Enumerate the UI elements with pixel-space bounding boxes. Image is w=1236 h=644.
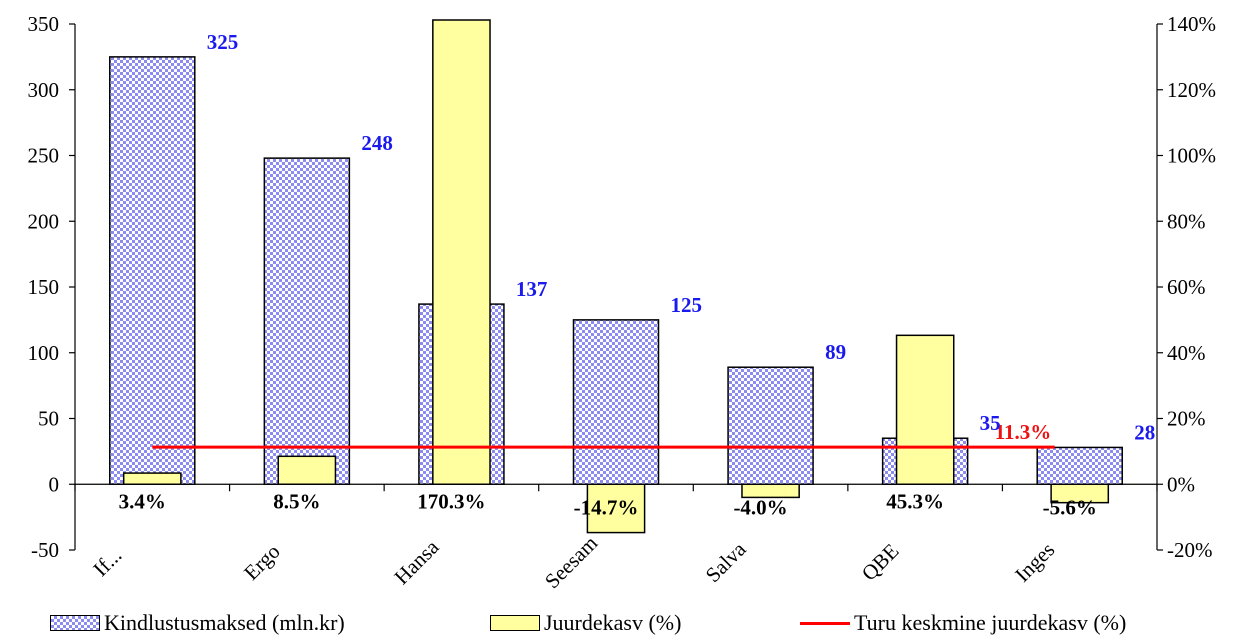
growth-value-label: 8.5% (273, 489, 320, 513)
right-axis-tick-label: 140% (1167, 12, 1216, 36)
growth-value-label: -14.7% (574, 495, 639, 519)
category-label: QBE (857, 539, 904, 586)
right-axis-tick-label: 40% (1167, 341, 1206, 365)
legend-label-average: Turu keskmine juurdekasv (%) (854, 610, 1127, 635)
category-label: If... (88, 543, 126, 581)
legend-item-average: Turu keskmine juurdekasv (%) (800, 610, 1126, 636)
premium-value-label: 28 (1134, 420, 1155, 444)
right-axis-tick-label: 80% (1167, 209, 1206, 233)
right-axis-tick-label: 120% (1167, 78, 1216, 102)
left-axis-tick-label: 250 (28, 144, 60, 168)
premium-value-label: 89 (825, 340, 846, 364)
legend-label-growth: Juurdekasv (%) (544, 610, 682, 635)
category-label: Ergo (239, 539, 285, 585)
premium-bars (109, 56, 1123, 486)
growth-bar (741, 483, 800, 499)
premium-value-label: 137 (516, 277, 548, 301)
premium-bar (1036, 446, 1123, 485)
legend-swatch-average (800, 621, 850, 625)
growth-bar (277, 455, 337, 485)
premium-value-label: 325 (207, 30, 239, 54)
growth-value-label: -4.0% (733, 495, 787, 519)
left-axis-tick-label: 150 (28, 275, 60, 299)
right-axis-tick-label: 100% (1167, 144, 1216, 168)
category-label: Hansa (389, 535, 444, 590)
premium-bar (109, 56, 196, 485)
category-label: Seesam (540, 531, 602, 593)
growth-value-label: 170.3% (417, 489, 485, 513)
right-axis-tick-label: -20% (1167, 538, 1213, 562)
left-axis-tick-label: 200 (28, 209, 60, 233)
category-label: Salva (701, 537, 751, 587)
left-axis-tick-label: 350 (28, 12, 60, 36)
right-axis-tick-label: 20% (1167, 407, 1206, 431)
premium-bar (727, 366, 814, 485)
left-axis-tick-label: -50 (31, 538, 59, 562)
average-line-label: 11.3% (995, 420, 1052, 444)
premium-value-label: 35 (980, 411, 1001, 435)
premium-bar (263, 157, 351, 485)
legend: Kindlustusmaksed (mln.kr) Juurdekasv (%)… (0, 610, 1236, 644)
legend-swatch-growth (490, 615, 540, 631)
left-axis-tick-label: 300 (28, 78, 60, 102)
growth-bar (895, 334, 955, 486)
legend-label-premiums: Kindlustusmaksed (mln.kr) (104, 610, 345, 635)
legend-item-premiums: Kindlustusmaksed (mln.kr) (50, 610, 345, 636)
growth-value-label: 3.4% (119, 489, 166, 513)
chart: -50 0 50 100 150 200 250 300 350 -20% 0% 20% 40% 60% 8… (28, 12, 1217, 593)
right-axis-tick-label: 60% (1167, 275, 1206, 299)
growth-value-label: -5.6% (1043, 495, 1097, 519)
value-labels: 11.3% 325 248 137 125 89 35 28 3.4% 8.5% 170.3% -14… (119, 30, 1156, 519)
legend-swatch-premiums (50, 615, 100, 631)
right-axis-tick-label: 0% (1167, 472, 1195, 496)
premium-bar (572, 319, 660, 485)
left-axis-tick-label: 100 (28, 341, 60, 365)
category-label: Inges (1010, 537, 1059, 586)
premium-value-label: 125 (671, 293, 703, 317)
legend-item-growth: Juurdekasv (%) (490, 610, 681, 636)
premium-value-label: 248 (361, 131, 393, 155)
growth-bar (122, 472, 182, 486)
growth-bar (1050, 483, 1110, 504)
left-axis-tick-label: 50 (38, 407, 59, 431)
growth-bars (122, 19, 1110, 534)
growth-value-label: 45.3% (886, 489, 944, 513)
growth-bar (586, 483, 646, 534)
growth-bar (432, 19, 491, 485)
left-axis-tick-label: 0 (49, 472, 60, 496)
